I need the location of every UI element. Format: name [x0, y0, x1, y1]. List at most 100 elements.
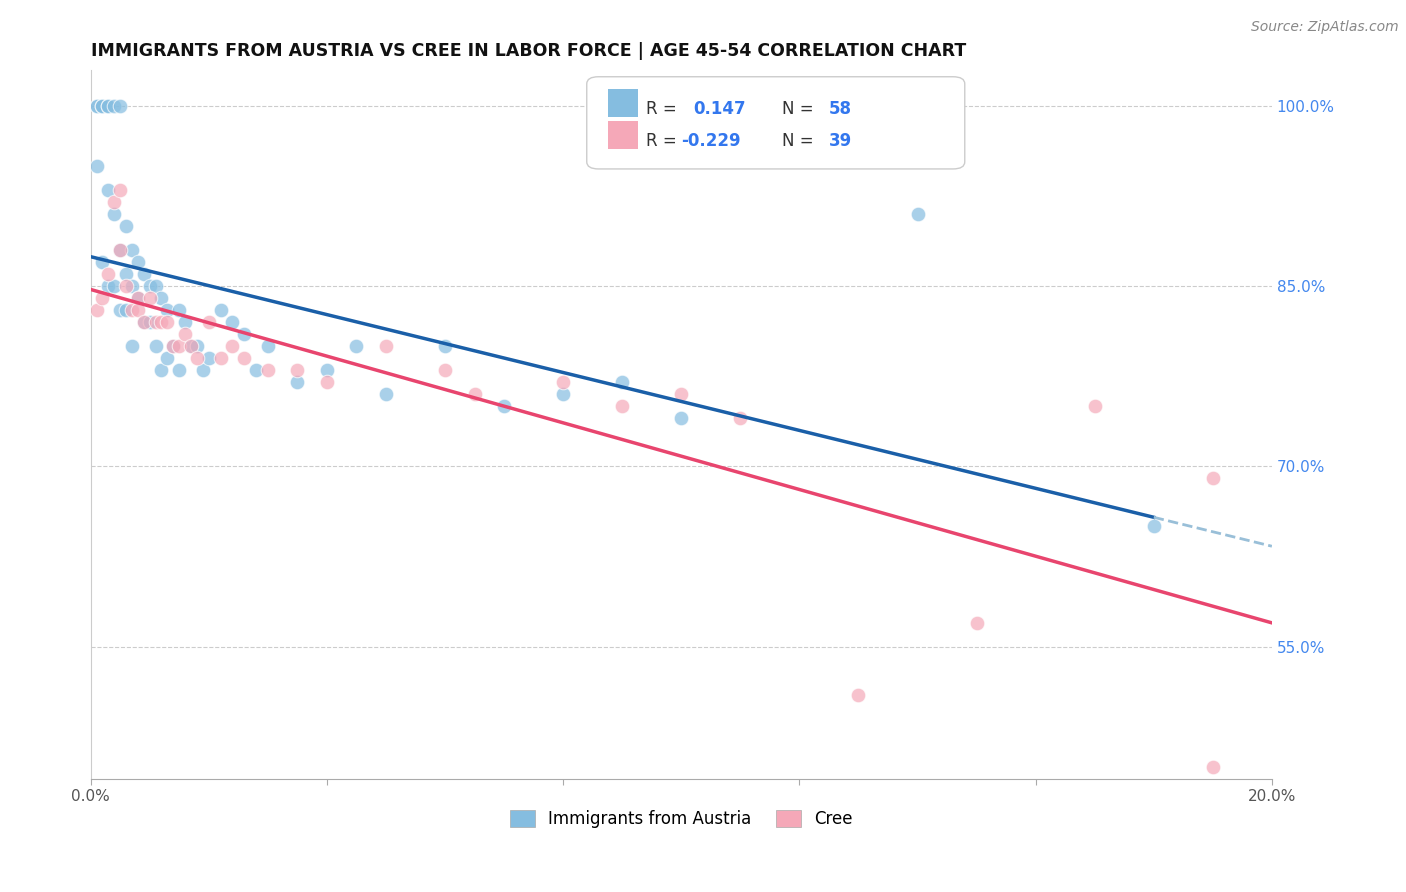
Point [156, 315, 179, 329]
Point [285, 363, 308, 377]
Text: 58: 58 [830, 100, 852, 118]
Point [86, 303, 108, 318]
Point [115, 279, 138, 293]
Point [285, 375, 308, 389]
Point [186, 339, 208, 353]
Point [209, 351, 232, 366]
Point [374, 387, 396, 401]
Point [156, 303, 179, 318]
Point [132, 315, 155, 329]
Point [115, 219, 138, 233]
Point [197, 315, 219, 329]
Text: N =: N = [782, 132, 813, 150]
Legend: Immigrants from Austria, Cree: Immigrants from Austria, Cree [503, 803, 859, 834]
Point [127, 291, 149, 305]
Point [127, 255, 149, 269]
Point [191, 363, 214, 377]
Point [97, 99, 120, 113]
Point [966, 615, 988, 630]
Point [186, 351, 208, 366]
Point [1202, 760, 1225, 774]
Point [1202, 471, 1225, 485]
Point [167, 363, 190, 377]
Point [86, 99, 108, 113]
Point [115, 303, 138, 318]
Point [848, 688, 870, 702]
Point [494, 399, 516, 413]
Point [434, 339, 457, 353]
FancyBboxPatch shape [607, 89, 637, 117]
Point [553, 387, 575, 401]
Point [115, 267, 138, 281]
Point [315, 363, 337, 377]
Point [138, 279, 160, 293]
Point [162, 339, 184, 353]
Text: -0.229: -0.229 [682, 132, 741, 150]
Point [612, 375, 634, 389]
Point [197, 351, 219, 366]
Point [97, 183, 120, 197]
Point [103, 207, 125, 221]
Point [180, 339, 202, 353]
FancyBboxPatch shape [586, 77, 965, 169]
Point [127, 303, 149, 318]
Point [108, 243, 131, 257]
Point [97, 99, 120, 113]
Point [103, 279, 125, 293]
Point [91, 291, 114, 305]
Point [174, 315, 197, 329]
Point [553, 375, 575, 389]
Point [108, 303, 131, 318]
Point [174, 327, 197, 342]
Point [121, 339, 143, 353]
Point [671, 411, 693, 425]
Point [108, 183, 131, 197]
Point [256, 339, 278, 353]
Point [256, 363, 278, 377]
Point [907, 207, 929, 221]
Point [108, 243, 131, 257]
Point [344, 339, 367, 353]
Point [612, 399, 634, 413]
Point [138, 315, 160, 329]
Point [91, 99, 114, 113]
FancyBboxPatch shape [607, 120, 637, 149]
Point [97, 279, 120, 293]
Point [132, 315, 155, 329]
Point [150, 291, 173, 305]
Point [162, 339, 184, 353]
Point [103, 194, 125, 209]
Point [1084, 399, 1107, 413]
Point [221, 339, 243, 353]
Point [145, 279, 167, 293]
Point [86, 159, 108, 173]
Point [434, 363, 457, 377]
Point [315, 375, 337, 389]
Point [156, 351, 179, 366]
Point [145, 315, 167, 329]
Point [132, 267, 155, 281]
Point [138, 291, 160, 305]
Point [209, 303, 232, 318]
Point [103, 99, 125, 113]
Point [97, 267, 120, 281]
Point [233, 327, 256, 342]
Text: N =: N = [782, 100, 813, 118]
Point [145, 339, 167, 353]
Text: IMMIGRANTS FROM AUSTRIA VS CREE IN LABOR FORCE | AGE 45-54 CORRELATION CHART: IMMIGRANTS FROM AUSTRIA VS CREE IN LABOR… [90, 42, 966, 60]
Point [1143, 519, 1166, 533]
Point [121, 303, 143, 318]
Point [167, 303, 190, 318]
Point [121, 279, 143, 293]
Point [150, 363, 173, 377]
Point [127, 291, 149, 305]
Text: 39: 39 [830, 132, 852, 150]
Point [91, 255, 114, 269]
Point [86, 99, 108, 113]
Point [245, 363, 267, 377]
Point [671, 387, 693, 401]
Point [374, 339, 396, 353]
Point [108, 99, 131, 113]
Text: R =: R = [645, 132, 676, 150]
Text: 0.147: 0.147 [693, 100, 745, 118]
